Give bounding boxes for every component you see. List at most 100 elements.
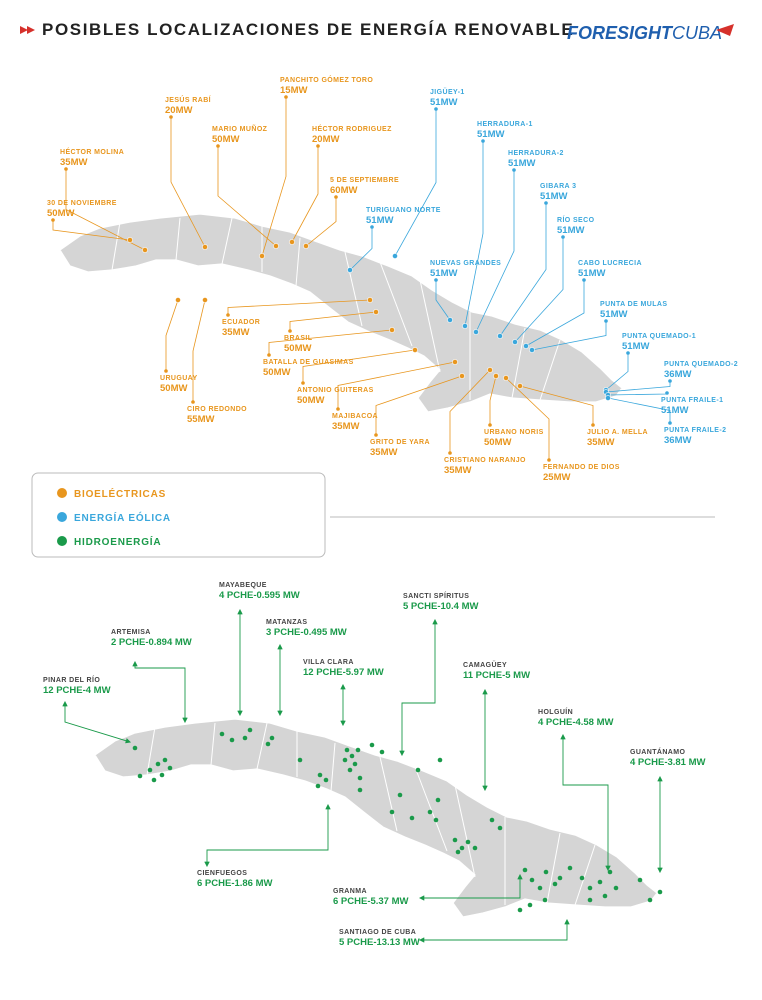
leader-line xyxy=(489,375,497,425)
site-name: URBANO NORIS xyxy=(484,429,544,436)
site-dot xyxy=(473,329,479,335)
site-capacity: 50MW xyxy=(297,395,324,406)
site-capacity: 50MW xyxy=(484,437,511,448)
site-name: FERNANDO DE DIOS xyxy=(543,464,620,471)
province-name: HOLGUÍN xyxy=(538,707,573,716)
site-dot xyxy=(301,381,305,385)
legend-label: BIOELÉCTRICAS xyxy=(74,487,166,500)
province-summary: 12 PCHE-4 MW xyxy=(43,685,111,696)
hydro-site xyxy=(349,753,355,759)
hydro-site xyxy=(552,881,558,887)
site-dot xyxy=(273,243,279,249)
site-dot xyxy=(64,167,68,171)
hydro-site xyxy=(242,735,248,741)
hydro-site xyxy=(537,885,543,891)
site-capacity: 51MW xyxy=(366,215,393,226)
hydro-site xyxy=(517,907,523,913)
site-dot xyxy=(316,144,320,148)
province-name: ARTEMISA xyxy=(111,629,151,636)
hydro-site xyxy=(433,817,439,823)
site-capacity: 35MW xyxy=(332,421,359,432)
province-name: SANTIAGO DE CUBA xyxy=(339,929,416,936)
site-dot xyxy=(529,347,535,353)
province-summary: 4 PCHE-0.595 MW xyxy=(219,590,300,601)
site-capacity: 60MW xyxy=(330,185,357,196)
hydro-site xyxy=(219,731,225,737)
site-dot xyxy=(51,218,55,222)
site-name: PUNTA QUEMADO-2 xyxy=(664,361,738,368)
leader-line xyxy=(349,227,373,271)
hydro-site xyxy=(557,875,563,881)
hydro-site xyxy=(347,767,353,773)
province-summary: 6 PCHE-5.37 MW xyxy=(333,896,409,907)
leader-line xyxy=(531,321,607,351)
leader-line xyxy=(607,397,671,423)
leader-line xyxy=(605,381,671,393)
site-dot xyxy=(389,327,395,333)
hydro-site xyxy=(427,809,433,815)
province-summary: 4 PCHE-4.58 MW xyxy=(538,717,614,728)
hydro-site xyxy=(147,767,153,773)
site-dot xyxy=(668,421,672,425)
site-capacity: 15MW xyxy=(280,85,307,96)
brand: FORESIGHTCUBA xyxy=(567,23,722,43)
leader-line xyxy=(394,109,437,257)
site-dot xyxy=(202,244,208,250)
site-name: MARIO MUÑOZ xyxy=(212,124,268,133)
hydro-site xyxy=(607,869,613,875)
legend-swatch xyxy=(57,488,67,498)
site-dot xyxy=(226,313,230,317)
site-name: 30 DE NOVIEMBRE xyxy=(47,200,117,207)
site-dot xyxy=(202,297,208,303)
leader-line xyxy=(519,385,594,425)
site-dot xyxy=(481,139,485,143)
site-capacity: 25MW xyxy=(543,472,570,483)
site-dot xyxy=(497,333,503,339)
site-capacity: 50MW xyxy=(47,208,74,219)
site-dot xyxy=(488,423,492,427)
hydro-site xyxy=(587,897,593,903)
site-capacity: 50MW xyxy=(284,343,311,354)
legend-swatch xyxy=(57,512,67,522)
hydro-site xyxy=(542,897,548,903)
site-dot xyxy=(544,201,548,205)
hydro-site xyxy=(529,877,535,883)
leader-line xyxy=(435,280,451,321)
site-capacity: 51MW xyxy=(540,191,567,202)
site-dot xyxy=(392,253,398,259)
site-capacity: 50MW xyxy=(160,383,187,394)
province-summary: 4 PCHE-3.81 MW xyxy=(630,757,706,768)
leader-line xyxy=(65,169,146,251)
site-dot xyxy=(668,379,672,383)
site-capacity: 51MW xyxy=(508,158,535,169)
site-dot xyxy=(591,423,595,427)
hydro-site xyxy=(269,735,275,741)
site-dot xyxy=(374,433,378,437)
hydro-site xyxy=(162,757,168,763)
province-name: PINAR DEL RÍO xyxy=(43,675,100,684)
hydro-site xyxy=(637,877,643,883)
site-dot xyxy=(284,95,288,99)
site-capacity: 35MW xyxy=(370,447,397,458)
site-capacity: 51MW xyxy=(600,309,627,320)
site-dot xyxy=(347,267,353,273)
hydro-site xyxy=(357,787,363,793)
leader-line xyxy=(291,146,319,243)
site-dot xyxy=(216,144,220,148)
site-dot xyxy=(605,395,611,401)
site-capacity: 51MW xyxy=(578,268,605,279)
site-capacity: 55MW xyxy=(187,414,214,425)
site-capacity: 50MW xyxy=(212,134,239,145)
hydro-site xyxy=(167,765,173,771)
hydro-site xyxy=(567,865,573,871)
site-capacity: 36MW xyxy=(664,369,691,380)
site-dot xyxy=(127,237,133,243)
site-name: JESÚS RABÍ xyxy=(165,95,212,104)
hydro-site xyxy=(155,761,161,767)
hydro-site xyxy=(543,869,549,875)
hydro-site xyxy=(657,889,663,895)
site-dot xyxy=(142,247,148,253)
site-name: CRISTIANO NARANJO xyxy=(444,457,526,464)
leader-line xyxy=(268,329,393,355)
